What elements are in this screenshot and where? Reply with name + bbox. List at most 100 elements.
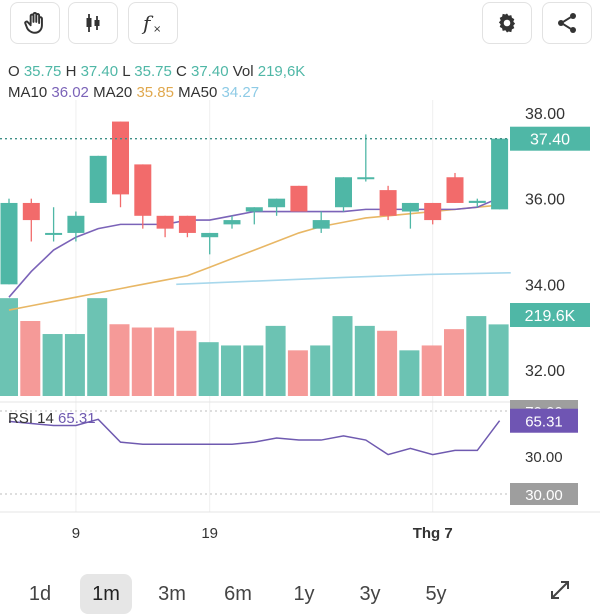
volume-bar [0,298,18,396]
volume-bar [243,345,264,396]
ohlc-readout: O 35.75 H 37.40 L 35.75 C 37.40 Vol 219,… [8,63,305,80]
candle-body [268,198,286,208]
volume-bar [287,350,308,396]
volume-bar [421,345,442,396]
share-button[interactable] [542,2,592,44]
volume-bar [221,345,241,396]
period-3m[interactable]: 3m [158,583,186,605]
open-label: O [8,63,20,80]
hand-icon [24,12,43,34]
volume-bar [399,350,420,396]
candle-body [22,202,40,221]
rsi-label: RSI 14 65.31 [8,410,96,427]
volume-bar [377,330,398,396]
volume-bar [42,334,63,396]
volume-bar [488,324,509,396]
rsi-level-label: 30.00 [525,487,563,504]
low-label: L [122,63,131,80]
x-tick-label: 19 [201,525,218,542]
candle-body [67,215,85,233]
volume-bar [87,298,108,396]
rsi-level-tag [510,483,578,505]
draw-tool-button[interactable] [10,2,60,44]
ma10-value: 36.02 [51,84,89,101]
ma10-label: MA10 [8,84,48,101]
price-chart[interactable]: 38.00 36.00 34.00 32.00 37.40 219.6K RSI 14 65… [0,100,600,560]
y-tick-label: 38.00 [525,106,565,123]
current-volume-tag [510,303,590,327]
ma20-label: MA20 [93,84,133,101]
volume-bar [198,342,219,396]
ma20-value: 35.85 [136,84,174,101]
candle-body [178,215,196,233]
candle-body [491,138,509,210]
volume-label: Vol [232,63,254,80]
candle-body [290,185,308,212]
share-icon [558,13,576,33]
volume-bar [466,316,487,396]
period-5y[interactable]: 5y [425,583,447,605]
ma50-value: 34.27 [221,84,260,101]
function-icon: f × [141,11,161,35]
x-tick-label: 9 [72,525,80,542]
candle-body [357,177,375,180]
candle-body [0,202,18,285]
candle-body [424,202,442,221]
y-tick-label: 32.00 [525,363,565,380]
settings-button[interactable] [482,2,532,44]
period-selector: 1d 1m 3m 6m 1y 3y 5y [0,568,600,614]
gear-icon [498,13,516,33]
current-price-label: 37.40 [530,132,570,149]
volume-value: 219,6K [257,63,306,80]
candle-body [201,232,219,238]
candle-body [223,220,241,225]
rsi-current-label: 65.31 [525,414,563,431]
chart-type-button[interactable] [68,2,118,44]
volume-bar [154,327,175,396]
y-tick-label: 36.00 [525,192,565,209]
period-1y[interactable]: 1y [293,583,315,605]
volume-bar [332,316,353,396]
candle-body [134,164,152,216]
volume-bar [64,334,85,396]
ma-readout: MA10 36.02 MA20 35.85 MA50 34.27 [8,84,259,101]
close-label: C [175,63,187,80]
y-tick-label: 34.00 [525,277,565,294]
volume-bar [444,329,464,396]
candle-body [112,121,129,195]
candle-body [335,177,352,208]
expand-icon [551,581,569,599]
candle-body [245,207,263,212]
x-tick-label: Thg 7 [413,525,453,542]
period-1m[interactable]: 1m [80,574,132,614]
indicator-button[interactable]: f × [128,2,178,44]
rsi-tick-label: 30.00 [525,449,563,466]
volume-bar [354,325,375,396]
high-label: H [65,63,77,80]
current-volume-label: 219.6K [525,308,576,325]
rsi-value: 65.31 [58,410,96,427]
volume-bar [20,320,41,396]
volume-bar [109,324,130,396]
candle-body [446,177,464,203]
rsi-current-tag [510,408,578,433]
candle-body [401,202,419,212]
volume-bar [265,325,286,396]
volume-bar [131,327,152,396]
ma50-label: MA50 [178,84,218,101]
period-6m[interactable]: 6m [224,583,252,605]
current-price-tag [510,126,590,151]
svg-text:×: × [153,24,161,35]
ma50-line [176,271,511,286]
close-value: 37.40 [191,63,229,80]
volume-bar [310,345,331,396]
candle-body [379,190,397,216]
period-1d[interactable]: 1d [28,583,52,605]
volume-bar [176,330,197,396]
ma20-line [8,204,500,311]
candle-body [468,200,486,203]
high-value: 37.40 [80,63,119,80]
candle-body [156,215,174,229]
expand-button[interactable] [548,578,578,600]
period-3y[interactable]: 3y [359,583,381,605]
